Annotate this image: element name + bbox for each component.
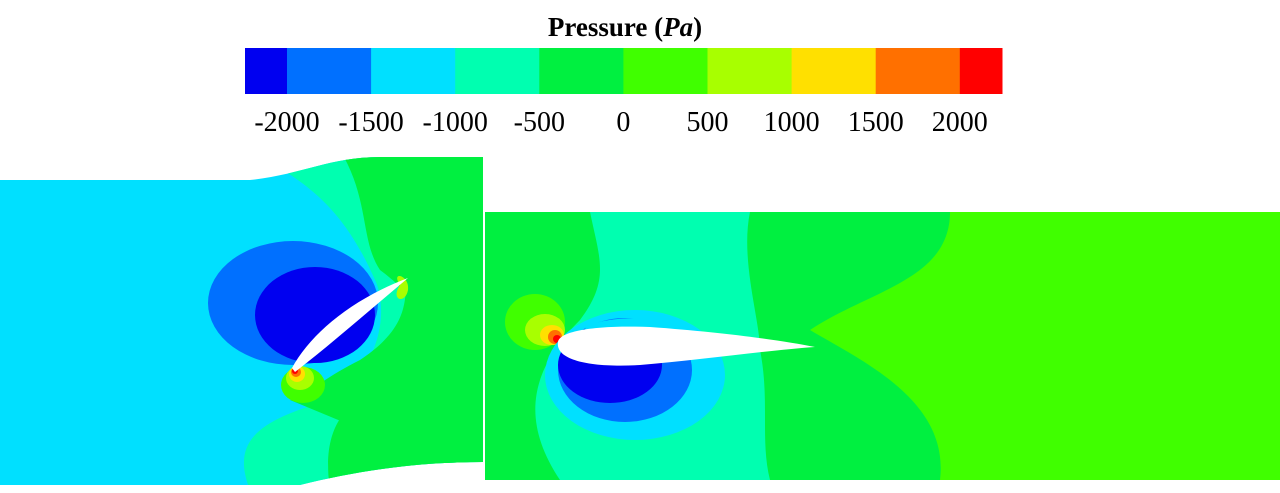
- colorbar-segment: [455, 48, 540, 94]
- right-contour-panel: [485, 212, 1280, 480]
- colorbar-segment: [287, 48, 372, 94]
- colorbar-tick-label: 2000: [932, 107, 988, 138]
- colorbar-tick-label: -500: [514, 107, 565, 138]
- colorbar: [245, 48, 1003, 94]
- colorbar-segment: [623, 48, 708, 94]
- colorbar-segment: [371, 48, 456, 94]
- colorbar-tick-label: 0: [616, 107, 630, 138]
- colorbar-tick-label: -1000: [423, 107, 488, 138]
- colorbar-segment: [959, 48, 1003, 94]
- colorbar-ticks: -2000 -1500 -1000 -500 0 500 1000 1500 2000: [254, 107, 987, 138]
- title-unit: Pa: [663, 12, 694, 42]
- right-airfoil: [557, 326, 815, 366]
- colorbar-segment: [707, 48, 793, 94]
- left-contour-panel: [0, 157, 483, 485]
- colorbar-segment: [875, 48, 961, 94]
- level-0b: [290, 210, 483, 480]
- colorbar-title: Pressure (Pa): [547, 12, 703, 42]
- colorbar-tick-label: 1500: [848, 107, 904, 138]
- colorbar-tick-label: 500: [687, 107, 729, 138]
- level-minus2000: [255, 267, 375, 363]
- left-airfoil: [292, 278, 408, 372]
- colorbar-segment: [245, 48, 288, 94]
- colorbar-tick-label: -1500: [338, 107, 403, 138]
- colorbar-tick-label: 1000: [764, 107, 820, 138]
- colorbar-segment: [791, 48, 877, 94]
- colorbar-segment: [539, 48, 624, 94]
- colorbar-tick-label: -2000: [254, 107, 319, 138]
- title-text: Pressure: [547, 12, 648, 42]
